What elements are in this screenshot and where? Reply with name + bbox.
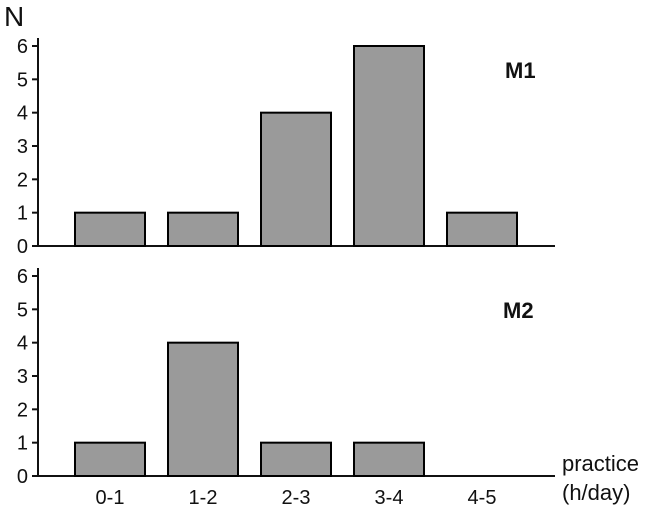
bar-2-3 <box>260 441 332 477</box>
bar-0-1 <box>74 441 146 477</box>
x-tick-label: 2-3 <box>282 487 311 509</box>
y-tick-label: 0 <box>17 466 28 488</box>
x-tick-label: 0-1 <box>96 487 125 509</box>
y-tick-label: 1 <box>17 203 28 225</box>
bar-3-4 <box>353 441 425 477</box>
x-axis-label: practice (h/day) <box>562 451 645 505</box>
x-tick-label: 3-4 <box>375 487 404 509</box>
bar-3-4 <box>353 45 425 247</box>
y-tick-label: 0 <box>17 236 28 258</box>
bar-4-5 <box>446 211 518 248</box>
panel-title-m1: M1 <box>505 58 536 83</box>
y-tick-label: 6 <box>17 266 28 288</box>
y-tick-label: 3 <box>17 366 28 388</box>
y-tick-label: 5 <box>17 69 28 91</box>
y-tick-label: 1 <box>17 433 28 455</box>
bar-1-2 <box>167 211 239 248</box>
x-axis-label-line-1: practice <box>562 451 639 476</box>
y-axis-label: N <box>4 1 24 32</box>
y-tick-label: 4 <box>17 333 28 355</box>
bar-0-1 <box>74 211 146 248</box>
bar-2-3 <box>260 111 332 247</box>
y-tick-label: 3 <box>17 136 28 158</box>
x-axis-label-line-2: (h/day) <box>562 480 630 505</box>
y-tick-label: 2 <box>17 399 28 421</box>
x-tick-label: 1-2 <box>189 487 218 509</box>
panel-m1: M1 0 1 2 3 4 5 6 <box>17 36 555 258</box>
y-tick-label: 5 <box>17 299 28 321</box>
bar-1-2 <box>167 341 239 477</box>
panel-m2: M2 0 1 2 3 4 5 6 0-1 1-2 2-3 3-4 4-5 <box>17 266 555 509</box>
panel-title-m2: M2 <box>503 298 534 323</box>
y-tick-label: 2 <box>17 169 28 191</box>
y-tick-label: 4 <box>17 103 28 125</box>
y-tick-label: 6 <box>17 36 28 58</box>
x-tick-label: 4-5 <box>468 487 497 509</box>
